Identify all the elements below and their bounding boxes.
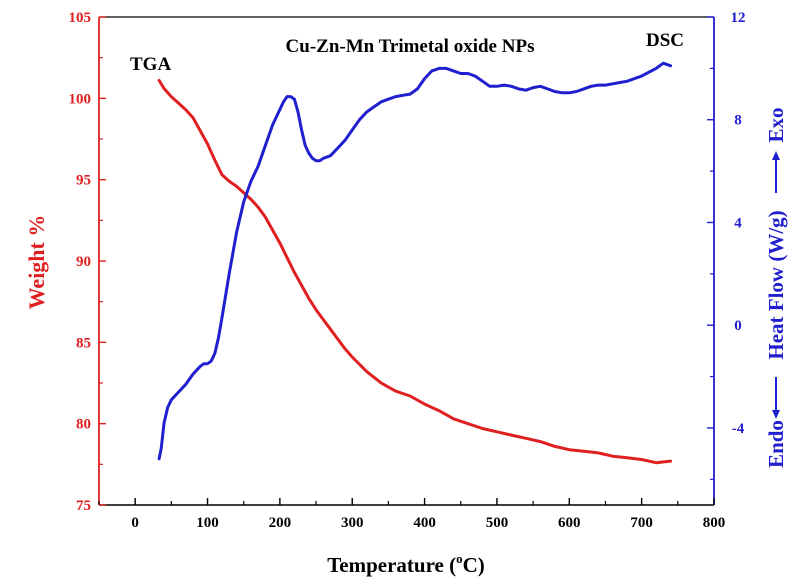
tga-series-line (157, 78, 673, 465)
y-right-tick-label: -4 (732, 421, 745, 437)
y-left-tick-label: 90 (76, 254, 91, 270)
axes-layer: 0 100 200 300 400 500 600 700 800758085909510010… (69, 10, 746, 531)
tga-annotation: TGA (130, 54, 171, 75)
x-axis-label-main: Temperature ( (327, 553, 456, 577)
x-tick-label: 600 (558, 515, 581, 531)
y-axis-left-label: Weight % (24, 215, 49, 310)
dsc-series-line (157, 61, 673, 461)
y-left-tick-label: 75 (76, 498, 91, 514)
y-right-tick-label: 12 (731, 10, 746, 26)
y-right-tick-label: 4 (734, 215, 742, 231)
series-layer (157, 61, 673, 465)
x-axis-label-sup: o (456, 551, 463, 566)
dsc-annotation: DSC (646, 30, 684, 51)
chart-title: Cu-Zn-Mn Trimetal oxide NPs (286, 36, 535, 57)
exo-arrow (772, 151, 780, 193)
x-tick-label: 700 (630, 515, 653, 531)
x-tick-label: 500 (486, 515, 509, 531)
y-left-tick-label: 80 (76, 417, 91, 433)
x-tick-label: 0 (131, 515, 139, 531)
endo-arrow (772, 377, 780, 419)
y-left-tick-label: 85 (76, 335, 91, 351)
y-left-tick-label: 105 (69, 10, 92, 26)
x-axis-label-unit: C) (463, 553, 485, 577)
x-tick-label: 800 (703, 515, 726, 531)
y-axis-right-label: Endo Heat Flow (W/g) Exo (764, 107, 788, 467)
exo-label: Exo (764, 107, 788, 142)
endo-label: Endo (764, 420, 788, 468)
x-tick-label: 100 (196, 515, 219, 531)
y-right-tick-label: 0 (734, 318, 742, 334)
y-left-tick-label: 95 (76, 173, 91, 189)
x-axis-label: Temperature (oC) (327, 551, 485, 577)
y-right-tick-label: 8 (734, 113, 742, 129)
heat-flow-label: Heat Flow (W/g) (764, 210, 788, 359)
x-tick-label: 200 (269, 515, 292, 531)
x-tick-label: 400 (413, 515, 436, 531)
y-left-tick-label: 100 (69, 91, 92, 107)
x-tick-label: 300 (341, 515, 364, 531)
